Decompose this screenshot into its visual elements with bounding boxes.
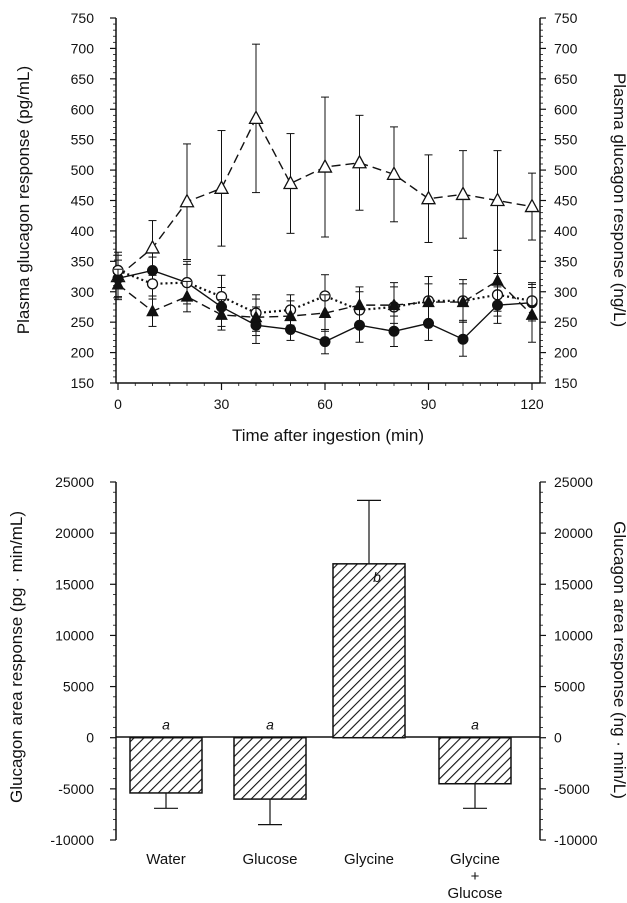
y-tick-label: 650 bbox=[71, 71, 95, 87]
data-point bbox=[524, 198, 540, 213]
y-tick-label: 20000 bbox=[55, 525, 94, 541]
category-label: Glycine bbox=[450, 851, 500, 868]
significance-label: b bbox=[373, 569, 381, 585]
data-point bbox=[491, 273, 504, 286]
data-point bbox=[284, 309, 297, 322]
y-tick-label: 5000 bbox=[63, 679, 94, 695]
series-filled-triangle bbox=[111, 249, 539, 343]
y-tick-label: 0 bbox=[86, 730, 94, 746]
data-point bbox=[351, 154, 368, 169]
data-point bbox=[489, 192, 506, 207]
category-label: Water bbox=[146, 851, 185, 868]
y-tick-label-right: 20000 bbox=[554, 525, 593, 541]
data-point bbox=[457, 333, 469, 345]
y-tick-label: 750 bbox=[71, 10, 95, 26]
category-label: Glycine bbox=[344, 851, 394, 868]
bar-chart: -10000 -5000 0 5000 10000 15000 20000 25000 -10… bbox=[7, 474, 627, 902]
x-axis-label: Time after ingestion (min) bbox=[232, 426, 424, 445]
category-label: Glucose bbox=[447, 885, 502, 902]
y-tick-label-right: 600 bbox=[554, 101, 578, 117]
y-tick-label-right: 650 bbox=[554, 71, 578, 87]
y-tick-label: 200 bbox=[71, 345, 95, 361]
data-point bbox=[455, 186, 471, 201]
y-tick-label: 400 bbox=[71, 223, 95, 239]
y-tick-label: 300 bbox=[71, 284, 95, 300]
data-point bbox=[146, 278, 159, 290]
data-point bbox=[456, 295, 470, 308]
y-tick-label: 450 bbox=[71, 193, 95, 209]
y-tick-label-right: 350 bbox=[554, 253, 578, 269]
y-tick-label-right: -5000 bbox=[554, 781, 590, 797]
y-tick-label: 550 bbox=[71, 132, 95, 148]
y-tick-label-right: -10000 bbox=[554, 832, 598, 848]
data-point bbox=[111, 277, 125, 290]
y-tick-label-right: 300 bbox=[554, 284, 578, 300]
y-tick-label-right: 750 bbox=[554, 10, 578, 26]
data-point bbox=[179, 193, 195, 208]
x-tick-label: 30 bbox=[214, 396, 230, 412]
bar bbox=[129, 736, 203, 794]
y-tick-label-right: 500 bbox=[554, 162, 578, 178]
y-tick-label: 25000 bbox=[55, 474, 94, 490]
y-tick-label-right: 200 bbox=[554, 345, 578, 361]
data-point bbox=[248, 110, 264, 125]
y-tick-label: 150 bbox=[71, 375, 95, 391]
y-tick-label: 700 bbox=[71, 40, 95, 56]
data-point bbox=[422, 295, 435, 308]
y-tick-label: 500 bbox=[71, 162, 95, 178]
significance-label: a bbox=[266, 717, 274, 733]
y-tick-label-right: 5000 bbox=[554, 679, 585, 695]
data-point bbox=[215, 307, 228, 320]
significance-label: a bbox=[162, 717, 170, 733]
y-tick-label: 600 bbox=[71, 101, 95, 117]
x-tick-label: 90 bbox=[421, 396, 437, 412]
data-point bbox=[180, 289, 194, 302]
y-tick-label-right: 400 bbox=[554, 223, 578, 239]
y-tick-label: 10000 bbox=[55, 627, 94, 643]
y-tick-label-right: 10000 bbox=[554, 627, 593, 643]
y-tick-label-right: 150 bbox=[554, 375, 578, 391]
y-tick-label-right: 25000 bbox=[554, 474, 593, 490]
bar bbox=[332, 563, 406, 739]
bar bbox=[233, 736, 307, 800]
y-tick-label-right: 450 bbox=[554, 193, 578, 209]
category-label: Glucose bbox=[242, 851, 297, 868]
y-axis-label-left: Glucagon area response (pg · min/mL) bbox=[7, 511, 26, 803]
x-tick-label: 60 bbox=[317, 396, 333, 412]
y-tick-label: -10000 bbox=[50, 832, 94, 848]
data-point bbox=[317, 158, 333, 173]
data-point bbox=[353, 298, 366, 311]
data-point bbox=[144, 239, 161, 254]
data-point bbox=[146, 304, 159, 317]
y-tick-label-right: 0 bbox=[554, 730, 562, 746]
data-point bbox=[282, 175, 299, 190]
y-tick-label-right: 700 bbox=[554, 40, 578, 56]
y-tick-label-right: 15000 bbox=[554, 576, 593, 592]
data-point bbox=[318, 305, 332, 319]
x-tick-label: 120 bbox=[520, 396, 544, 412]
y-axis-label-left: Plasma glucagon response (pg/mL) bbox=[14, 66, 33, 334]
y-axis-label-right: Plasma glucagon response (ng/L) bbox=[610, 73, 627, 327]
bar bbox=[438, 736, 512, 785]
significance-label: a bbox=[471, 717, 479, 733]
line-chart: 150200250300350400450500550600650700750 … bbox=[14, 10, 627, 445]
y-tick-label: 350 bbox=[71, 253, 95, 269]
data-point bbox=[525, 307, 539, 320]
series-open-triangle bbox=[110, 43, 540, 299]
category-label: + bbox=[471, 868, 480, 885]
data-point bbox=[387, 298, 401, 311]
y-tick-label: 15000 bbox=[55, 576, 94, 592]
data-point bbox=[249, 310, 263, 323]
x-tick-label: 0 bbox=[114, 396, 122, 412]
data-point bbox=[420, 190, 437, 205]
data-point bbox=[319, 336, 331, 348]
y-tick-label: 250 bbox=[71, 314, 95, 330]
data-point bbox=[386, 165, 402, 180]
y-tick-label-right: 550 bbox=[554, 132, 578, 148]
y-axis-label-right: Glucagon area response (ng · min/L) bbox=[610, 521, 627, 799]
data-point bbox=[213, 179, 230, 194]
y-tick-label-right: 250 bbox=[554, 314, 578, 330]
y-tick-label: -5000 bbox=[58, 781, 94, 797]
